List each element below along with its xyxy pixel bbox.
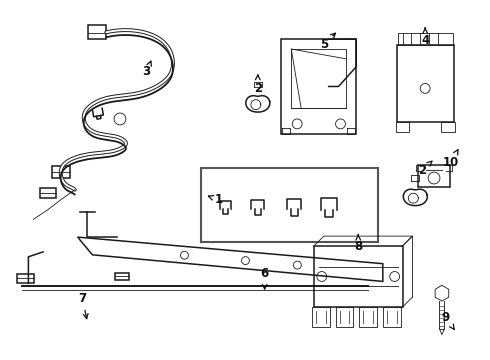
Text: 2: 2 [254, 75, 262, 95]
Bar [396, 45, 454, 122]
Bar [314, 246, 402, 307]
Text: 6: 6 [261, 267, 269, 289]
Text: 4: 4 [421, 28, 429, 47]
Bar [395, 122, 410, 132]
Bar [52, 166, 70, 178]
Bar [441, 122, 455, 132]
Bar [336, 307, 353, 327]
Bar [201, 168, 378, 242]
Text: 2: 2 [418, 161, 432, 177]
Bar [281, 39, 356, 134]
Bar [397, 33, 453, 45]
Bar [17, 274, 34, 283]
Text: 3: 3 [143, 61, 151, 78]
Bar [418, 165, 450, 187]
Bar [383, 307, 400, 327]
Text: 5: 5 [319, 33, 336, 51]
Bar [312, 307, 330, 327]
Bar [291, 49, 346, 108]
Text: 9: 9 [441, 311, 454, 330]
Text: 8: 8 [354, 235, 362, 253]
Text: 10: 10 [442, 150, 459, 169]
Text: 1: 1 [208, 193, 222, 206]
Text: 7: 7 [78, 292, 88, 319]
Bar [40, 188, 56, 198]
Bar [89, 26, 106, 39]
Bar [115, 273, 129, 280]
Bar [359, 307, 377, 327]
